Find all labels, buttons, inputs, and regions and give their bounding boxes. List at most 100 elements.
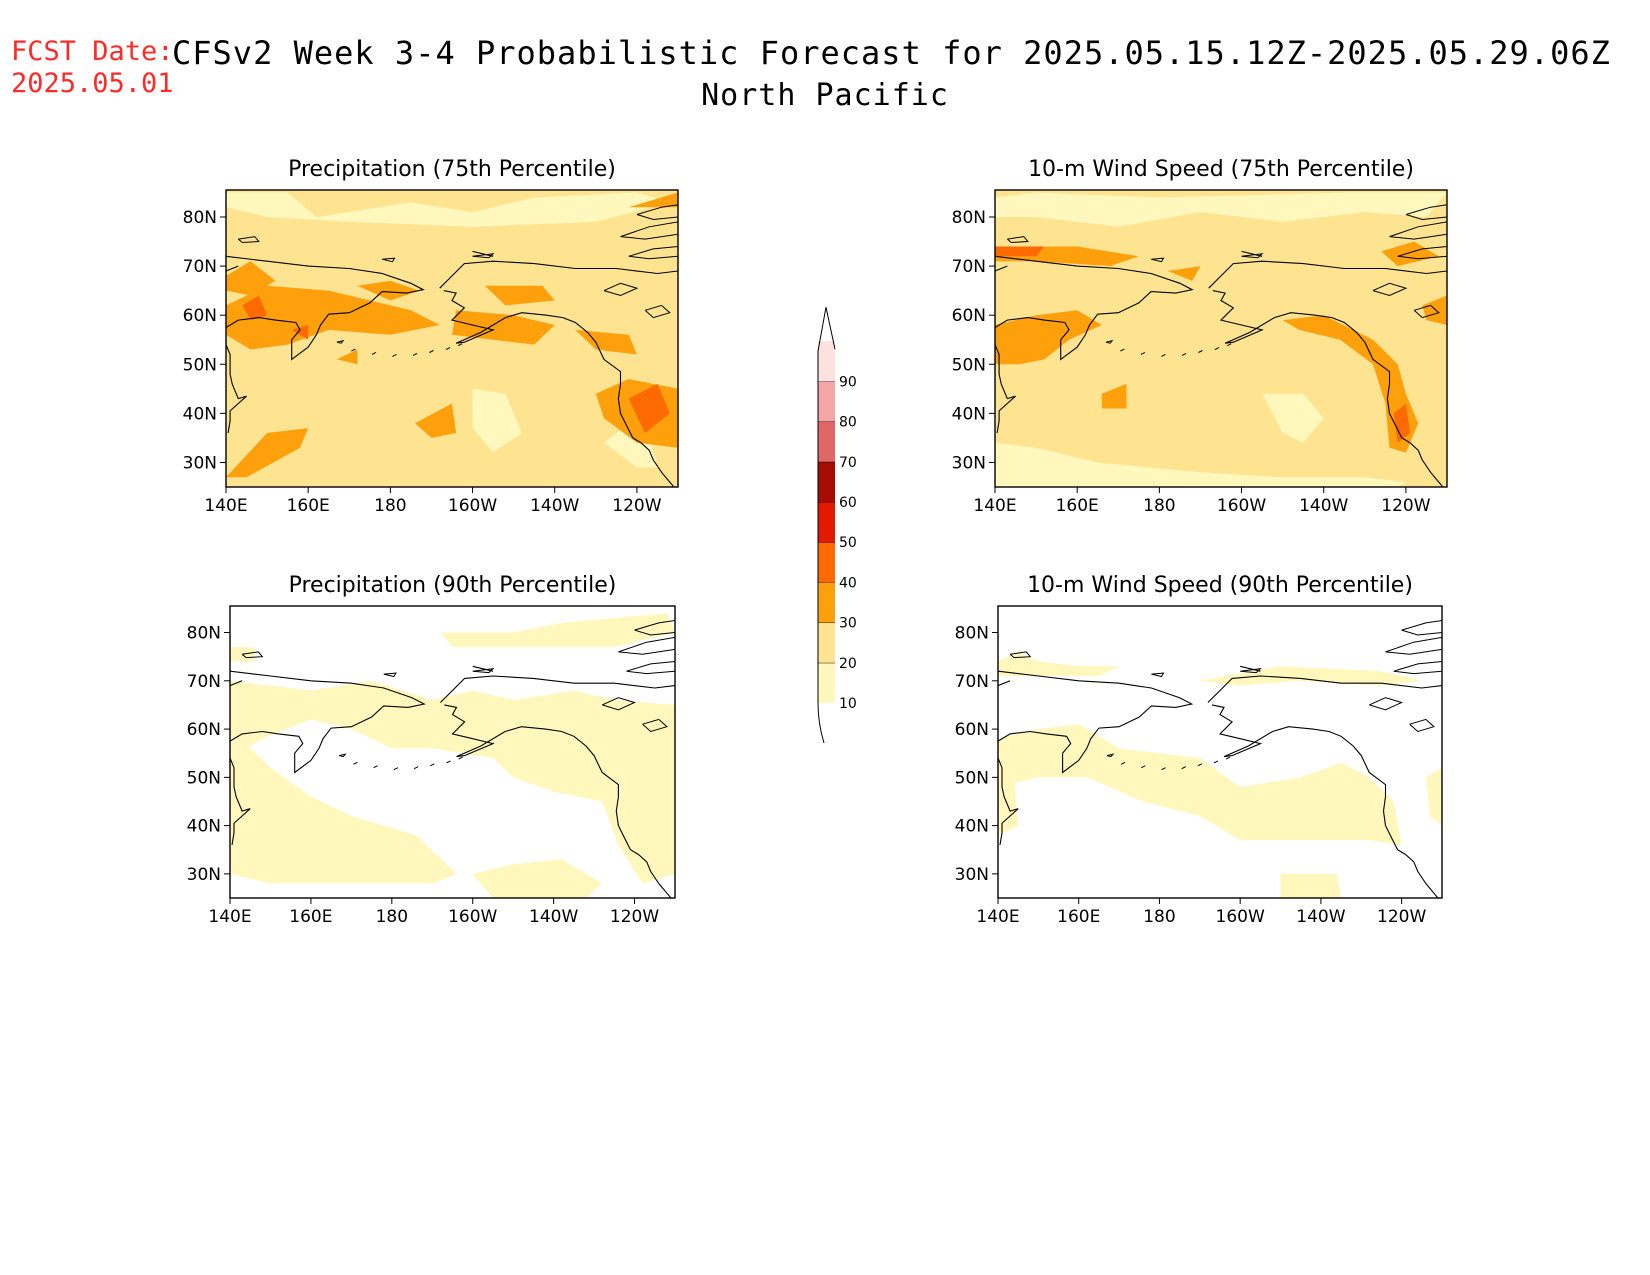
forecast-shading xyxy=(226,190,678,487)
x-tick-label: 180 xyxy=(1143,907,1175,927)
colorbar-segment xyxy=(818,381,835,422)
x-tick-label: 120W xyxy=(1381,496,1430,516)
shading-region xyxy=(226,428,309,478)
panel-title: 10-m Wind Speed (90th Percentile) xyxy=(1027,573,1413,598)
coastlines xyxy=(995,204,1447,487)
x-tick-label: 160E xyxy=(287,496,330,516)
colorbar-label: 80 xyxy=(839,415,857,431)
coastlines xyxy=(998,619,1442,898)
island-outline xyxy=(446,760,451,764)
island-outline xyxy=(1197,763,1203,767)
island-outline xyxy=(413,766,419,770)
island-outline xyxy=(1106,753,1115,758)
island-outline xyxy=(412,353,418,356)
y-tick-label: 70N xyxy=(187,672,221,692)
shading-region xyxy=(226,261,276,296)
x-tick-label: 180 xyxy=(376,907,408,927)
colorbar-segment xyxy=(818,582,835,623)
coastline xyxy=(998,757,1019,845)
colorbar-segment xyxy=(818,542,835,583)
island-outline xyxy=(618,636,675,655)
island-outline xyxy=(1393,660,1442,675)
island-outline xyxy=(1161,767,1166,771)
island-outline xyxy=(644,304,671,319)
y-tick-label: 40N xyxy=(183,404,217,424)
island-outline xyxy=(351,348,356,352)
island-outline xyxy=(458,756,463,760)
island-outline xyxy=(1009,651,1032,659)
x-tick-label: 160W xyxy=(1217,496,1266,516)
x-tick-label: 140E xyxy=(973,496,1016,516)
x-tick-label: 120W xyxy=(610,907,659,927)
island-outline xyxy=(429,350,434,353)
y-tick-label: 40N xyxy=(955,817,989,837)
island-outline xyxy=(472,253,495,259)
colorbar-segment xyxy=(818,502,835,543)
map-frame xyxy=(229,605,676,899)
y-tick-label: 50N xyxy=(952,355,986,375)
island-outline xyxy=(1181,353,1187,356)
y-tick-label: 80N xyxy=(955,624,989,644)
island-outline xyxy=(1105,339,1114,344)
island-outline xyxy=(1213,760,1219,764)
coastline xyxy=(1212,290,1444,487)
shading-region xyxy=(995,442,1406,487)
island-outline xyxy=(1225,756,1231,760)
y-tick-label: 60N xyxy=(183,306,217,326)
coastline xyxy=(1240,665,1261,672)
x-tick-label: 160W xyxy=(1216,907,1265,927)
shading-region xyxy=(226,285,440,350)
y-tick-label: 50N xyxy=(955,768,989,788)
island-outline xyxy=(603,282,639,297)
map-panel: Precipitation (90th Percentile) 140E 160E 1… xyxy=(187,573,676,927)
island-outline xyxy=(1120,348,1125,352)
coastline xyxy=(443,290,675,487)
coastlines xyxy=(226,204,678,487)
y-tick-label: 60N xyxy=(952,306,986,326)
shading-region xyxy=(336,349,358,365)
island-outline xyxy=(634,619,675,636)
forecast-shading xyxy=(995,190,1447,487)
island-outline xyxy=(445,347,451,351)
x-tick-label: 120W xyxy=(1377,907,1426,927)
shading-region xyxy=(242,295,268,321)
coastlines xyxy=(230,619,675,898)
island-outline xyxy=(1151,672,1165,678)
shading-region xyxy=(995,192,1447,227)
shading-region xyxy=(1167,266,1201,281)
island-outline xyxy=(1006,236,1029,244)
island-outline xyxy=(373,765,378,769)
island-outline xyxy=(1397,245,1447,260)
island-outline xyxy=(472,668,495,674)
island-outline xyxy=(1401,619,1442,636)
island-outline xyxy=(1409,718,1435,733)
colorbar-label: 60 xyxy=(839,495,857,511)
coastline xyxy=(1207,675,1442,703)
y-tick-label: 30N xyxy=(952,453,986,473)
y-tick-label: 70N xyxy=(183,257,217,277)
island-outline xyxy=(1181,766,1186,770)
colorbar-label: 40 xyxy=(839,575,857,591)
x-tick-label: 180 xyxy=(374,496,406,516)
shading-region xyxy=(1262,393,1324,443)
x-tick-label: 160W xyxy=(448,907,497,927)
island-outline xyxy=(628,245,678,260)
coastline xyxy=(226,344,247,434)
shading-region xyxy=(415,403,457,438)
shading-region xyxy=(1381,241,1439,267)
shading-region xyxy=(357,280,420,301)
coastline xyxy=(995,344,1016,434)
island-outline xyxy=(1141,765,1146,769)
coastline xyxy=(1211,704,1439,898)
island-outline xyxy=(601,697,636,711)
colorbar-segment xyxy=(818,622,835,663)
x-tick-label: 140E xyxy=(204,496,247,516)
coastline xyxy=(440,675,675,703)
y-tick-label: 40N xyxy=(952,404,986,424)
coastline xyxy=(995,265,1008,272)
y-tick-label: 80N xyxy=(952,208,986,228)
shading-region xyxy=(1393,403,1410,443)
colorbar-upper-cap xyxy=(817,307,836,703)
island-outline xyxy=(392,353,397,357)
